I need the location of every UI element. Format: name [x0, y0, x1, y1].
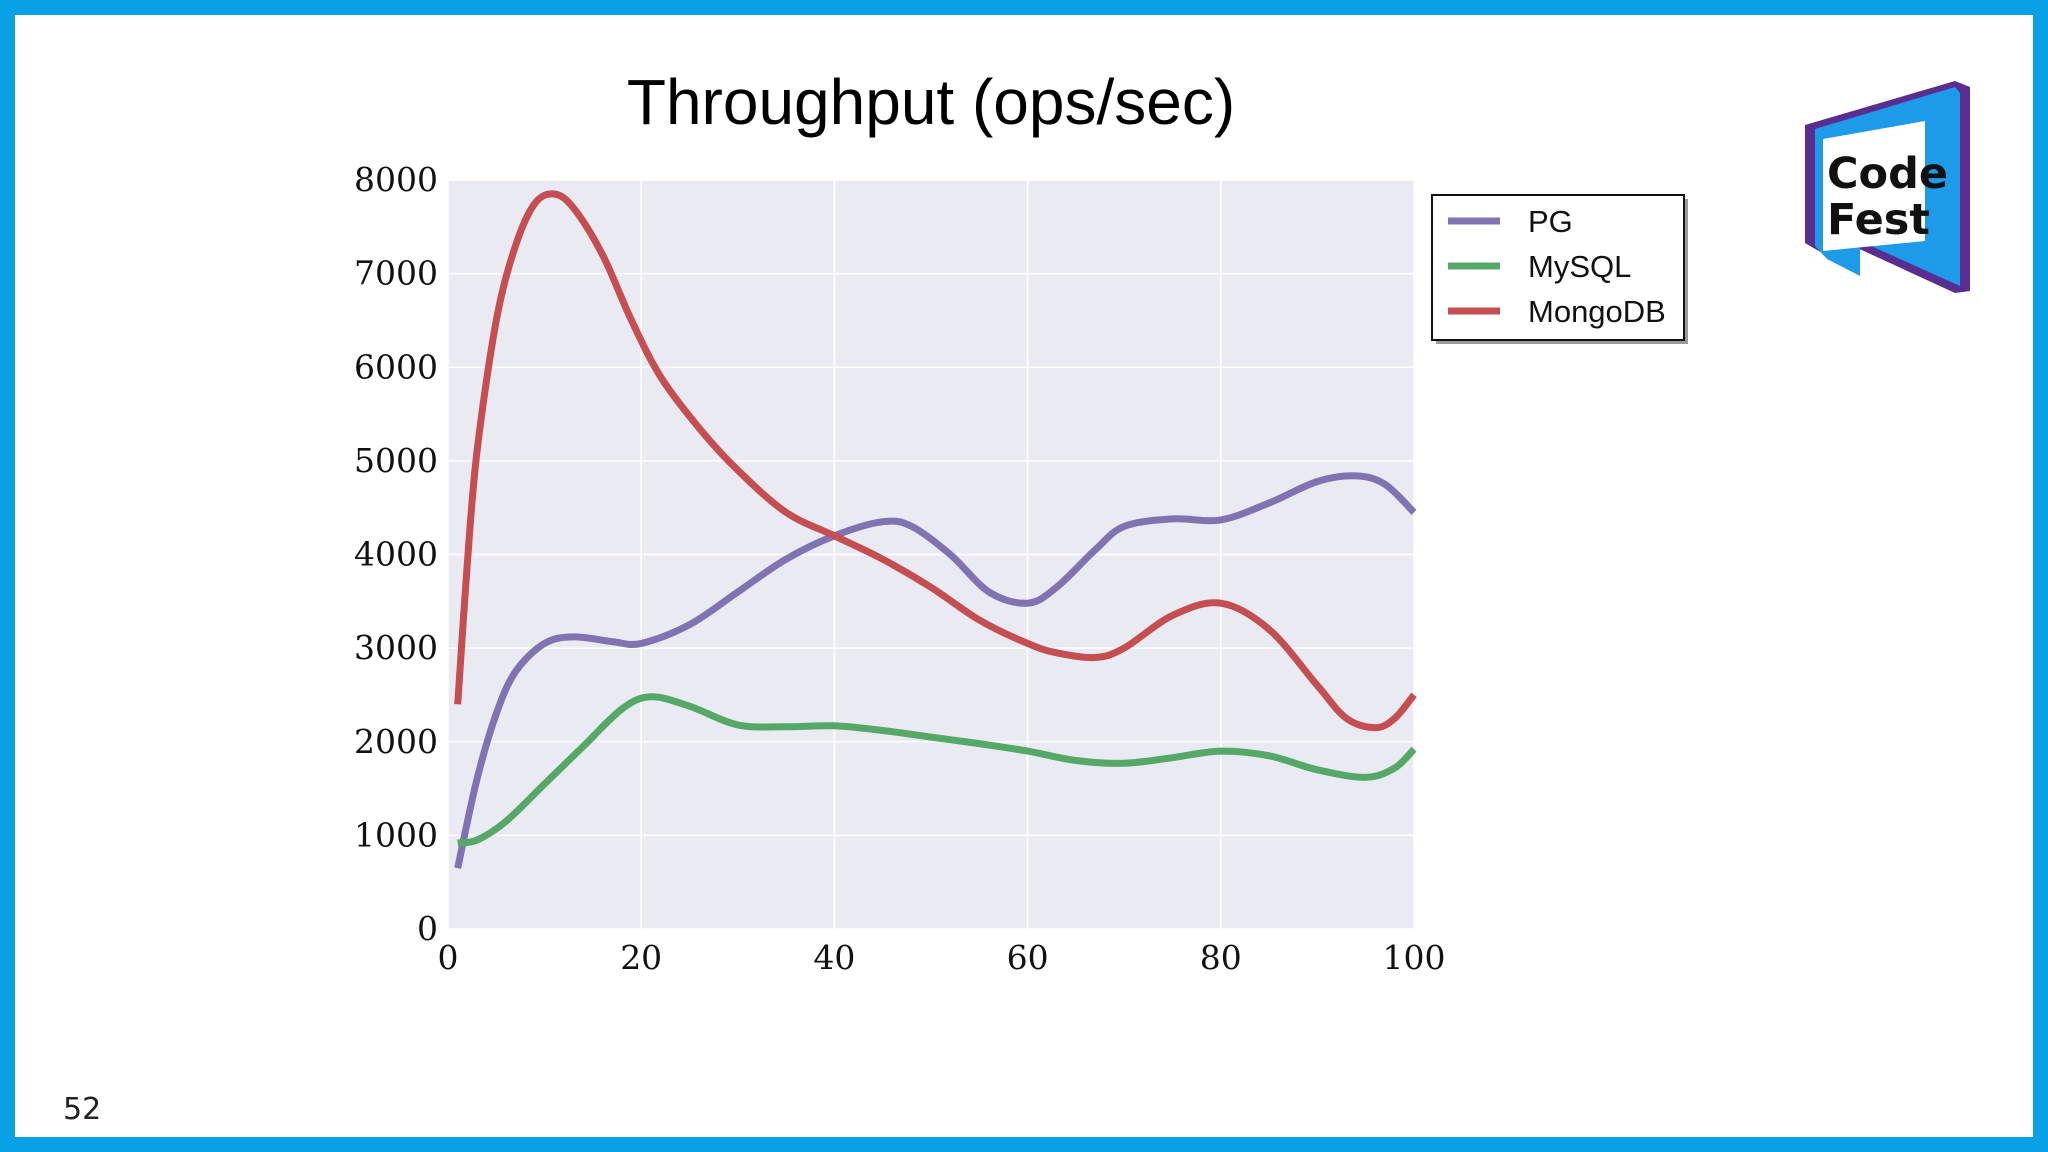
throughput-chart: Throughput (ops/sec) 0 20 40 60 80 1000100020…	[354, 66, 1688, 977]
y-tick-label: 7000	[354, 254, 438, 293]
series-line-mongodb	[454, 190, 1417, 732]
grid	[447, 179, 1415, 930]
y-tick-label: 8000	[354, 160, 438, 199]
y-tick-label: 1000	[354, 815, 438, 854]
y-tick-label: 4000	[354, 535, 438, 574]
x-tick-label: 40	[813, 938, 855, 977]
codefest-logo: Code Fest	[1805, 81, 1970, 293]
chart-title: Throughput (ops/sec)	[627, 66, 1235, 138]
legend-label-pg: PG	[1528, 204, 1573, 239]
page-number: 52	[63, 1092, 102, 1127]
y-tick-label: 5000	[354, 441, 438, 480]
y-tick-label: 0	[417, 909, 438, 948]
logo-text-line2: Fest	[1827, 195, 1930, 245]
series-line-mysql	[457, 693, 1417, 847]
x-tick-label: 20	[620, 938, 662, 977]
x-tick-label: 80	[1200, 938, 1242, 977]
y-tick-label: 3000	[354, 628, 438, 667]
series-lines	[454, 190, 1417, 869]
legend-label-mongodb: MongoDB	[1528, 294, 1666, 329]
logo-shape-white	[1823, 121, 1925, 251]
y-tick-label: 6000	[354, 347, 438, 386]
legend-label-mysql: MySQL	[1528, 249, 1631, 284]
legend: PG MySQL MongoDB	[1431, 194, 1688, 344]
y-tick-label: 2000	[354, 722, 438, 761]
x-tick-label: 100	[1383, 938, 1446, 977]
axis-tick-labels: 0 20 40 60 80 1000100020003000400050006000700…	[354, 160, 1445, 977]
logo-text-line1: Code	[1827, 149, 1948, 199]
series-line-pg	[454, 472, 1417, 869]
x-tick-label: 60	[1007, 938, 1049, 977]
x-tick-label: 0	[438, 938, 459, 977]
